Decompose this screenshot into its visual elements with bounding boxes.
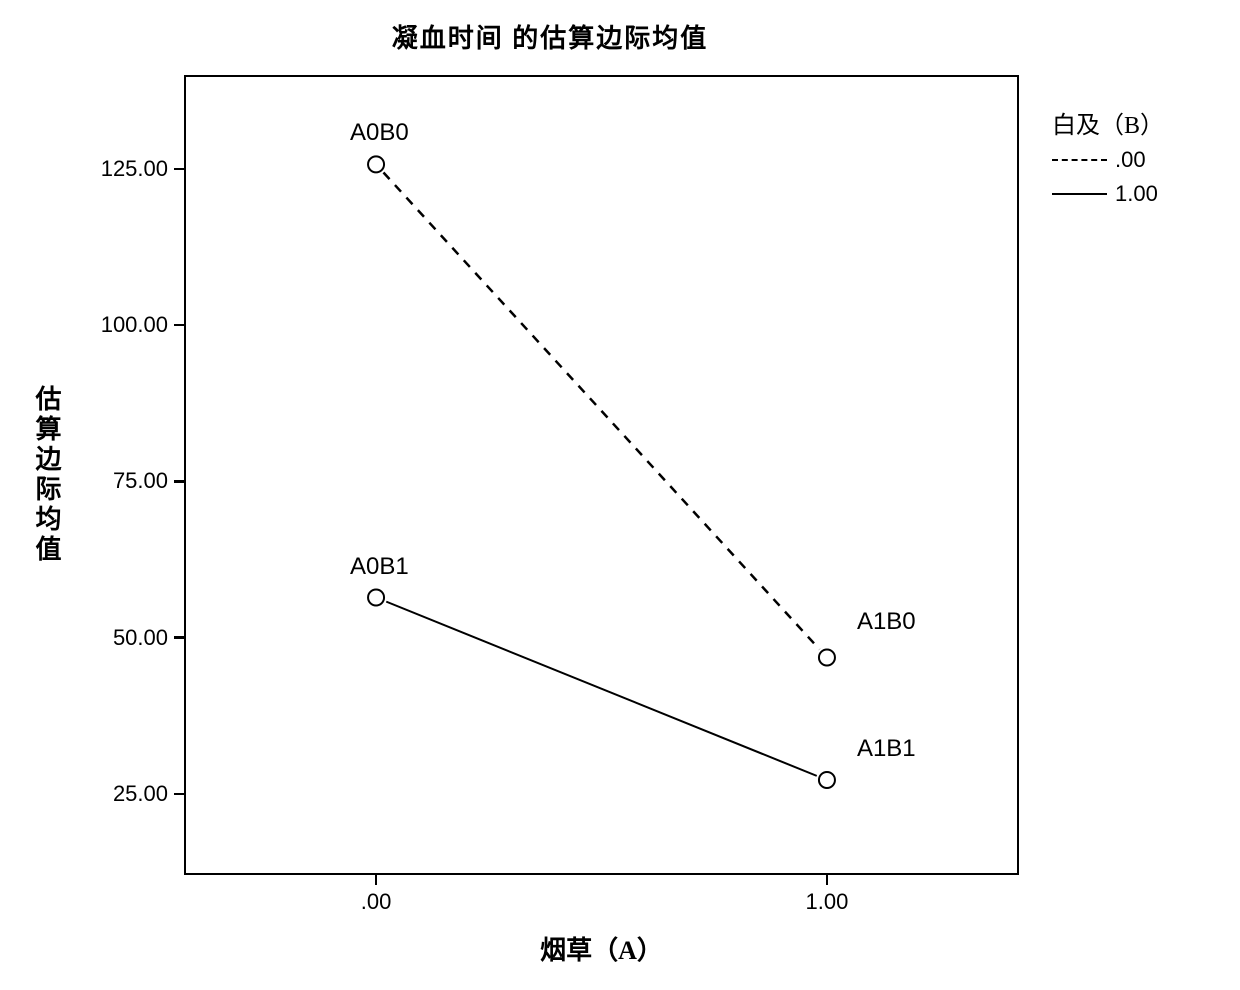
data-point-marker bbox=[819, 650, 835, 666]
legend-item: .00 bbox=[1052, 147, 1146, 173]
y-tick-mark bbox=[174, 793, 184, 796]
y-tick-label: 75.00 bbox=[113, 468, 168, 494]
x-axis-label: 烟草（A） bbox=[184, 930, 1019, 967]
data-point-marker bbox=[819, 772, 835, 788]
legend-line-icon bbox=[1052, 159, 1107, 161]
legend-item-label: 1.00 bbox=[1115, 181, 1158, 207]
x-tick-label: 1.00 bbox=[787, 889, 867, 915]
x-tick-mark bbox=[375, 875, 378, 885]
x-tick-label: .00 bbox=[336, 889, 416, 915]
y-tick-mark bbox=[174, 324, 184, 327]
legend-title: 白及（B） bbox=[1052, 105, 1164, 140]
y-tick-label: 125.00 bbox=[101, 156, 168, 182]
series-line bbox=[386, 602, 817, 776]
x-tick-mark bbox=[826, 875, 829, 885]
y-tick-label: 25.00 bbox=[113, 781, 168, 807]
y-tick-mark bbox=[174, 480, 184, 483]
y-tick-mark bbox=[174, 636, 184, 639]
series-line bbox=[383, 172, 819, 649]
data-point-marker bbox=[368, 156, 384, 172]
y-tick-mark bbox=[174, 168, 184, 171]
y-axis-label: 估算边际均值 bbox=[28, 365, 65, 585]
data-point-marker bbox=[368, 590, 384, 606]
data-point-label: A1B0 bbox=[857, 608, 916, 636]
y-tick-label: 50.00 bbox=[113, 625, 168, 651]
legend-item: 1.00 bbox=[1052, 181, 1158, 207]
data-point-label: A0B1 bbox=[350, 553, 409, 581]
chart-container: 凝血时间 的估算边际均值 估算边际均值 烟草（A） 白及（B） .001.00 … bbox=[0, 0, 1240, 990]
legend-line-icon bbox=[1052, 193, 1107, 195]
data-point-label: A1B1 bbox=[857, 735, 916, 763]
data-point-label: A0B0 bbox=[350, 119, 409, 147]
legend-item-label: .00 bbox=[1115, 147, 1146, 173]
y-tick-label: 100.00 bbox=[101, 312, 168, 338]
